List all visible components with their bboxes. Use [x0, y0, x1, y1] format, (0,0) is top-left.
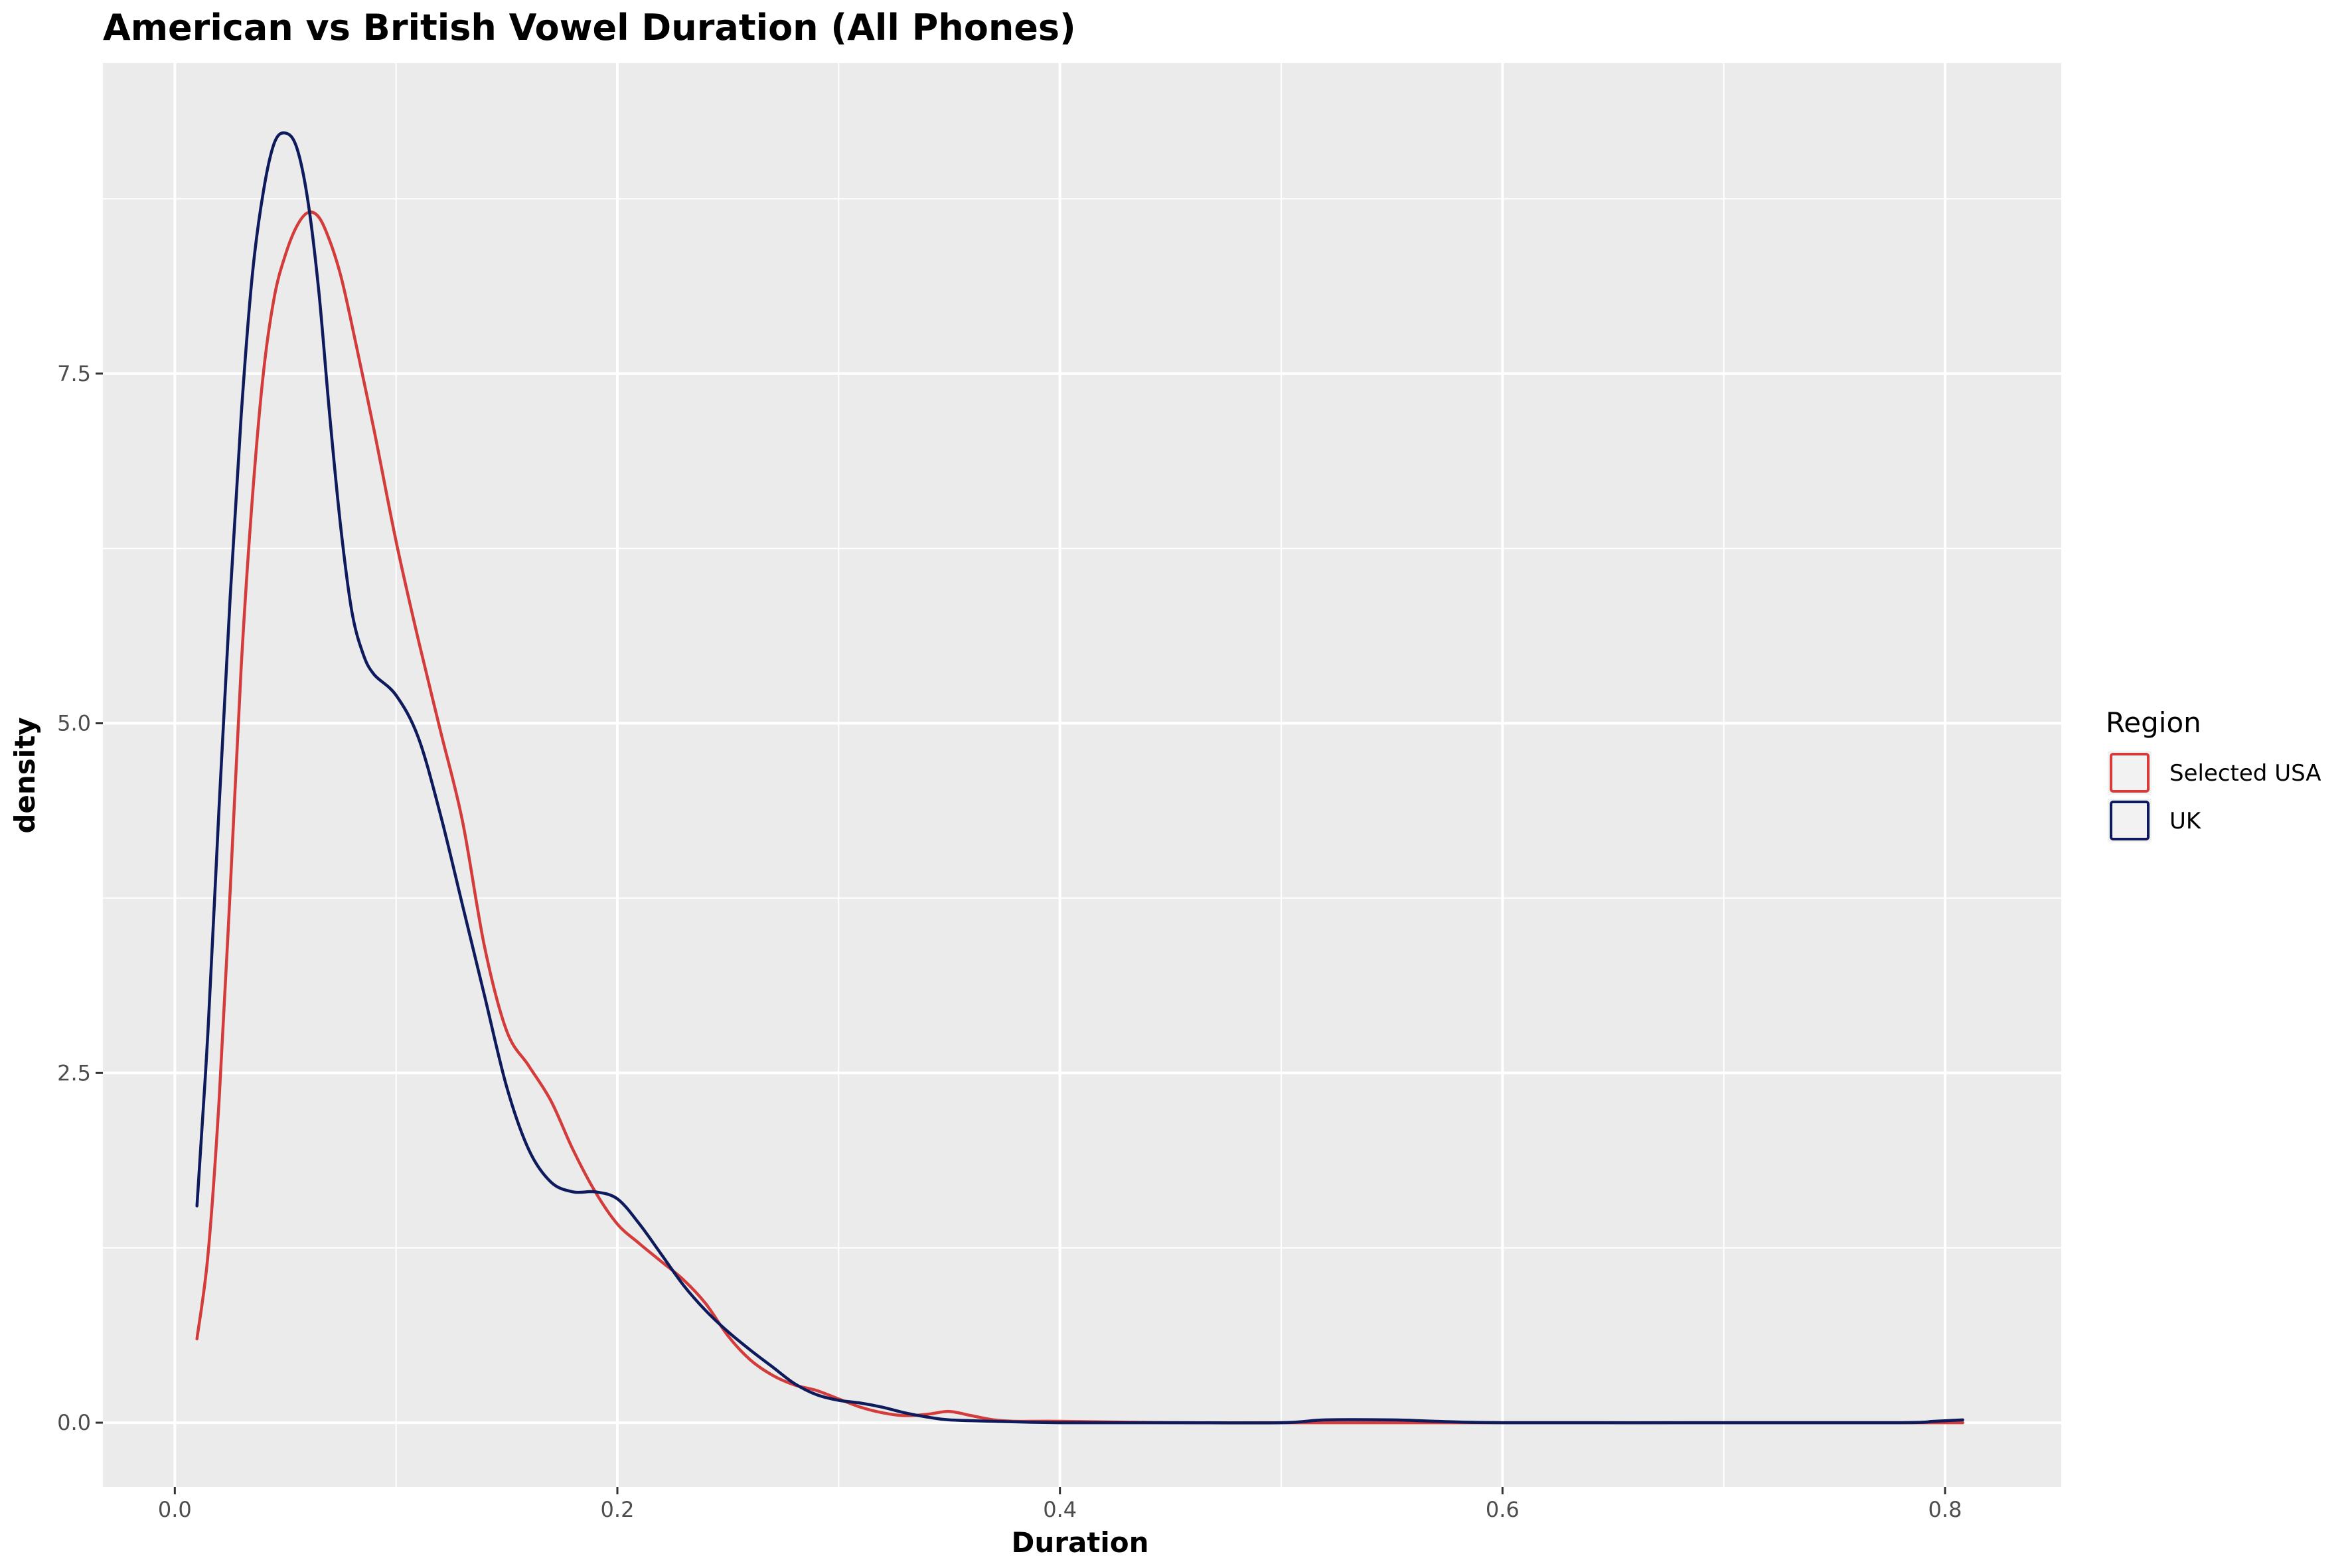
y-tick-label: 2.5: [57, 1060, 91, 1085]
x-tick-label: 0.4: [1043, 1497, 1077, 1522]
density-line-uk: [195, 131, 1964, 1425]
legend-item-uk: UK: [2108, 799, 2202, 842]
axes: 0.0 0.2 0.4 0.6 0.8 0.0 2.5 5.0 7.5: [57, 361, 1962, 1522]
legend-key-background: [2108, 799, 2152, 842]
legend-items: Selected USA UK: [2108, 751, 2321, 842]
legend-key-background: [2108, 751, 2152, 795]
y-tick-label: 5.0: [57, 711, 91, 736]
legend-label-selected-usa: Selected USA: [2169, 760, 2321, 787]
x-tick-label: 0.2: [601, 1497, 635, 1522]
density-curves: [195, 131, 1964, 1425]
legend-key-selected-usa: [2110, 753, 2150, 793]
y-axis-title: density: [9, 717, 41, 833]
x-axis-title: Duration: [1011, 1526, 1148, 1559]
chart-title: American vs British Vowel Duration (All …: [103, 7, 1076, 48]
x-tick-label: 0.8: [1928, 1497, 1962, 1522]
x-tick-label: 0.0: [158, 1497, 192, 1522]
y-tick-label: 7.5: [57, 361, 91, 386]
legend-label-uk: UK: [2169, 808, 2202, 834]
legend: Region Selected USA UK: [2106, 706, 2321, 842]
legend-title: Region: [2106, 706, 2201, 739]
legend-item-selected-usa: Selected USA: [2108, 751, 2321, 795]
y-tick-label: 0.0: [57, 1410, 91, 1435]
legend-key-uk: [2110, 801, 2150, 840]
x-tick-label: 0.6: [1486, 1497, 1520, 1522]
